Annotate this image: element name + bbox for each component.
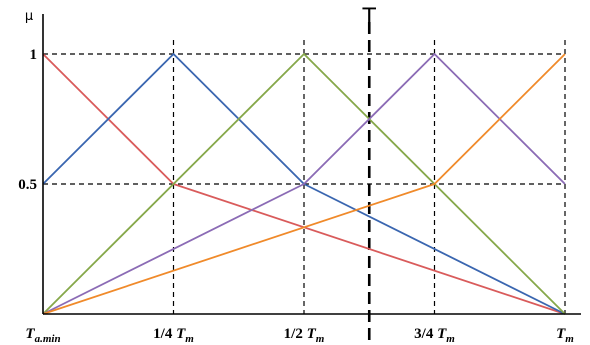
y-axis-label: μ [25, 9, 33, 24]
y-tick-label-0: 1 [30, 47, 38, 63]
y-tick-label-1: 0.5 [18, 177, 37, 193]
series-lines [42, 53, 566, 315]
tick-labels: 1 0.5 Ta.min 1/4 Tm 1/2 Tm 3/4 Tm Tm [18, 47, 574, 345]
x-tick-label-0: Ta.min [25, 326, 60, 345]
x-tick-label-4: Tm [556, 326, 574, 345]
axes: μ [25, 9, 581, 315]
threshold-label: T [362, 5, 377, 30]
grid-lines [43, 40, 566, 314]
x-tick-label-3: 3/4 Tm [414, 326, 455, 345]
series-line-5 [42, 53, 566, 315]
threshold-marker: T [362, 5, 377, 340]
series-line-3 [42, 53, 566, 315]
x-tick-label-1: 1/4 Tm [153, 326, 194, 345]
x-tick-label-2: 1/2 Tm [284, 326, 325, 345]
